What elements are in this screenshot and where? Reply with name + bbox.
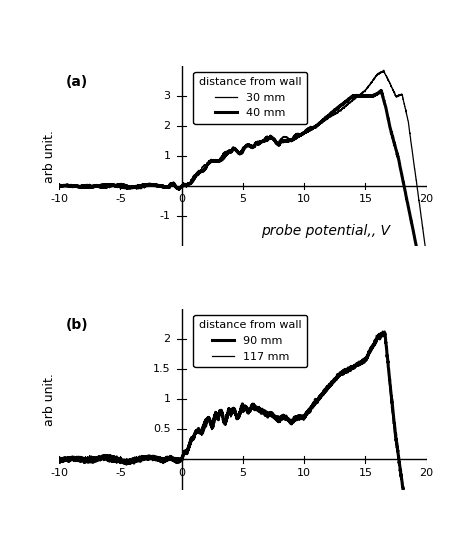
117 mm <box>56 455 62 462</box>
40 mm <box>213 157 219 164</box>
40 mm <box>56 183 62 189</box>
Text: 15: 15 <box>358 468 373 477</box>
Text: 20: 20 <box>419 468 434 477</box>
Legend: 30 mm, 40 mm: 30 mm, 40 mm <box>193 72 307 124</box>
40 mm <box>424 294 429 300</box>
30 mm <box>424 254 429 260</box>
Text: 1: 1 <box>164 151 171 161</box>
117 mm <box>377 331 383 337</box>
Text: 5: 5 <box>239 468 246 477</box>
Y-axis label: arb unit.: arb unit. <box>44 130 56 183</box>
Text: probe potential,, V: probe potential,, V <box>261 224 390 238</box>
30 mm <box>377 69 383 76</box>
90 mm <box>213 411 219 418</box>
Text: 1.5: 1.5 <box>153 364 171 375</box>
30 mm <box>381 67 387 74</box>
Y-axis label: arb unit.: arb unit. <box>44 373 56 426</box>
90 mm <box>197 430 203 436</box>
30 mm <box>417 201 422 207</box>
Text: -10: -10 <box>50 194 68 204</box>
Line: 30 mm: 30 mm <box>59 70 427 257</box>
Text: 20: 20 <box>419 194 434 204</box>
40 mm <box>197 168 203 175</box>
Text: -10: -10 <box>50 468 68 477</box>
40 mm <box>377 89 383 95</box>
30 mm <box>213 158 219 164</box>
117 mm <box>380 328 385 334</box>
Text: 10: 10 <box>297 468 311 477</box>
Text: 2: 2 <box>164 121 171 131</box>
Text: (b): (b) <box>65 318 88 332</box>
117 mm <box>120 459 126 465</box>
40 mm <box>120 184 126 191</box>
Text: (a): (a) <box>65 75 88 89</box>
90 mm <box>377 336 383 342</box>
40 mm <box>417 259 422 266</box>
90 mm <box>56 456 62 463</box>
30 mm <box>197 169 203 175</box>
Text: 10: 10 <box>297 194 311 204</box>
Text: 3: 3 <box>164 91 171 101</box>
30 mm <box>98 184 104 191</box>
40 mm <box>98 182 104 188</box>
117 mm <box>213 414 219 421</box>
90 mm <box>381 329 387 336</box>
30 mm <box>56 182 62 189</box>
30 mm <box>120 182 126 188</box>
40 mm <box>378 87 384 94</box>
Line: 117 mm: 117 mm <box>59 331 427 550</box>
Text: 1: 1 <box>164 394 171 404</box>
90 mm <box>120 457 126 464</box>
117 mm <box>197 431 203 437</box>
Text: 15: 15 <box>358 194 373 204</box>
Text: -5: -5 <box>115 468 126 477</box>
Text: 5: 5 <box>239 194 246 204</box>
Legend: 90 mm, 117 mm: 90 mm, 117 mm <box>193 315 307 367</box>
Text: -5: -5 <box>115 194 126 204</box>
Text: 0.5: 0.5 <box>153 425 171 435</box>
Line: 90 mm: 90 mm <box>59 333 427 550</box>
Line: 40 mm: 40 mm <box>59 91 427 297</box>
Text: 0: 0 <box>178 194 185 204</box>
117 mm <box>98 455 104 462</box>
Text: -1: -1 <box>160 211 171 221</box>
Text: 2: 2 <box>164 334 171 344</box>
Text: 0: 0 <box>178 468 185 477</box>
90 mm <box>98 454 104 461</box>
